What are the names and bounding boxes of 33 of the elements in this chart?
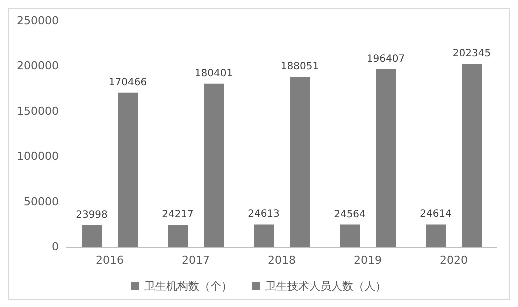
- y-tick-label: 50000: [24, 195, 59, 208]
- x-tick-label: 2020: [440, 254, 468, 267]
- data-label: 24613: [248, 209, 280, 220]
- y-tick-label: 150000: [17, 104, 59, 118]
- data-label: 188051: [280, 62, 320, 72]
- bar: [118, 92, 138, 247]
- y-tick-label: 200000: [17, 60, 59, 73]
- data-label: 24614: [420, 209, 452, 220]
- bar: [168, 225, 188, 247]
- legend-label: 卫生机构数（个）: [144, 280, 232, 293]
- x-tick-label: 2016: [96, 254, 124, 267]
- data-label: 23998: [76, 210, 108, 221]
- x-tick-label: 2017: [182, 254, 210, 267]
- bar: [340, 224, 360, 247]
- data-label: 202345: [452, 48, 492, 60]
- y-tick-label: 250000: [17, 14, 59, 28]
- data-label: 196407: [366, 54, 406, 65]
- bar: [204, 84, 224, 247]
- data-label: 180401: [194, 68, 234, 80]
- bar: [290, 77, 310, 247]
- bar: [462, 64, 482, 247]
- bar: [426, 224, 446, 247]
- bar: [376, 69, 396, 247]
- legend-label: 卫生技术人员人数（人）: [266, 280, 386, 293]
- bar: [82, 225, 102, 247]
- data-label: 170466: [108, 77, 148, 88]
- x-tick-label: 2019: [354, 254, 382, 267]
- bar: [254, 224, 274, 247]
- data-label: 24564: [334, 209, 366, 220]
- y-tick-label: 100000: [17, 150, 59, 164]
- data-label: 24217: [162, 210, 194, 221]
- x-tick-label: 2018: [268, 254, 296, 267]
- y-tick-label: 0: [52, 240, 59, 254]
